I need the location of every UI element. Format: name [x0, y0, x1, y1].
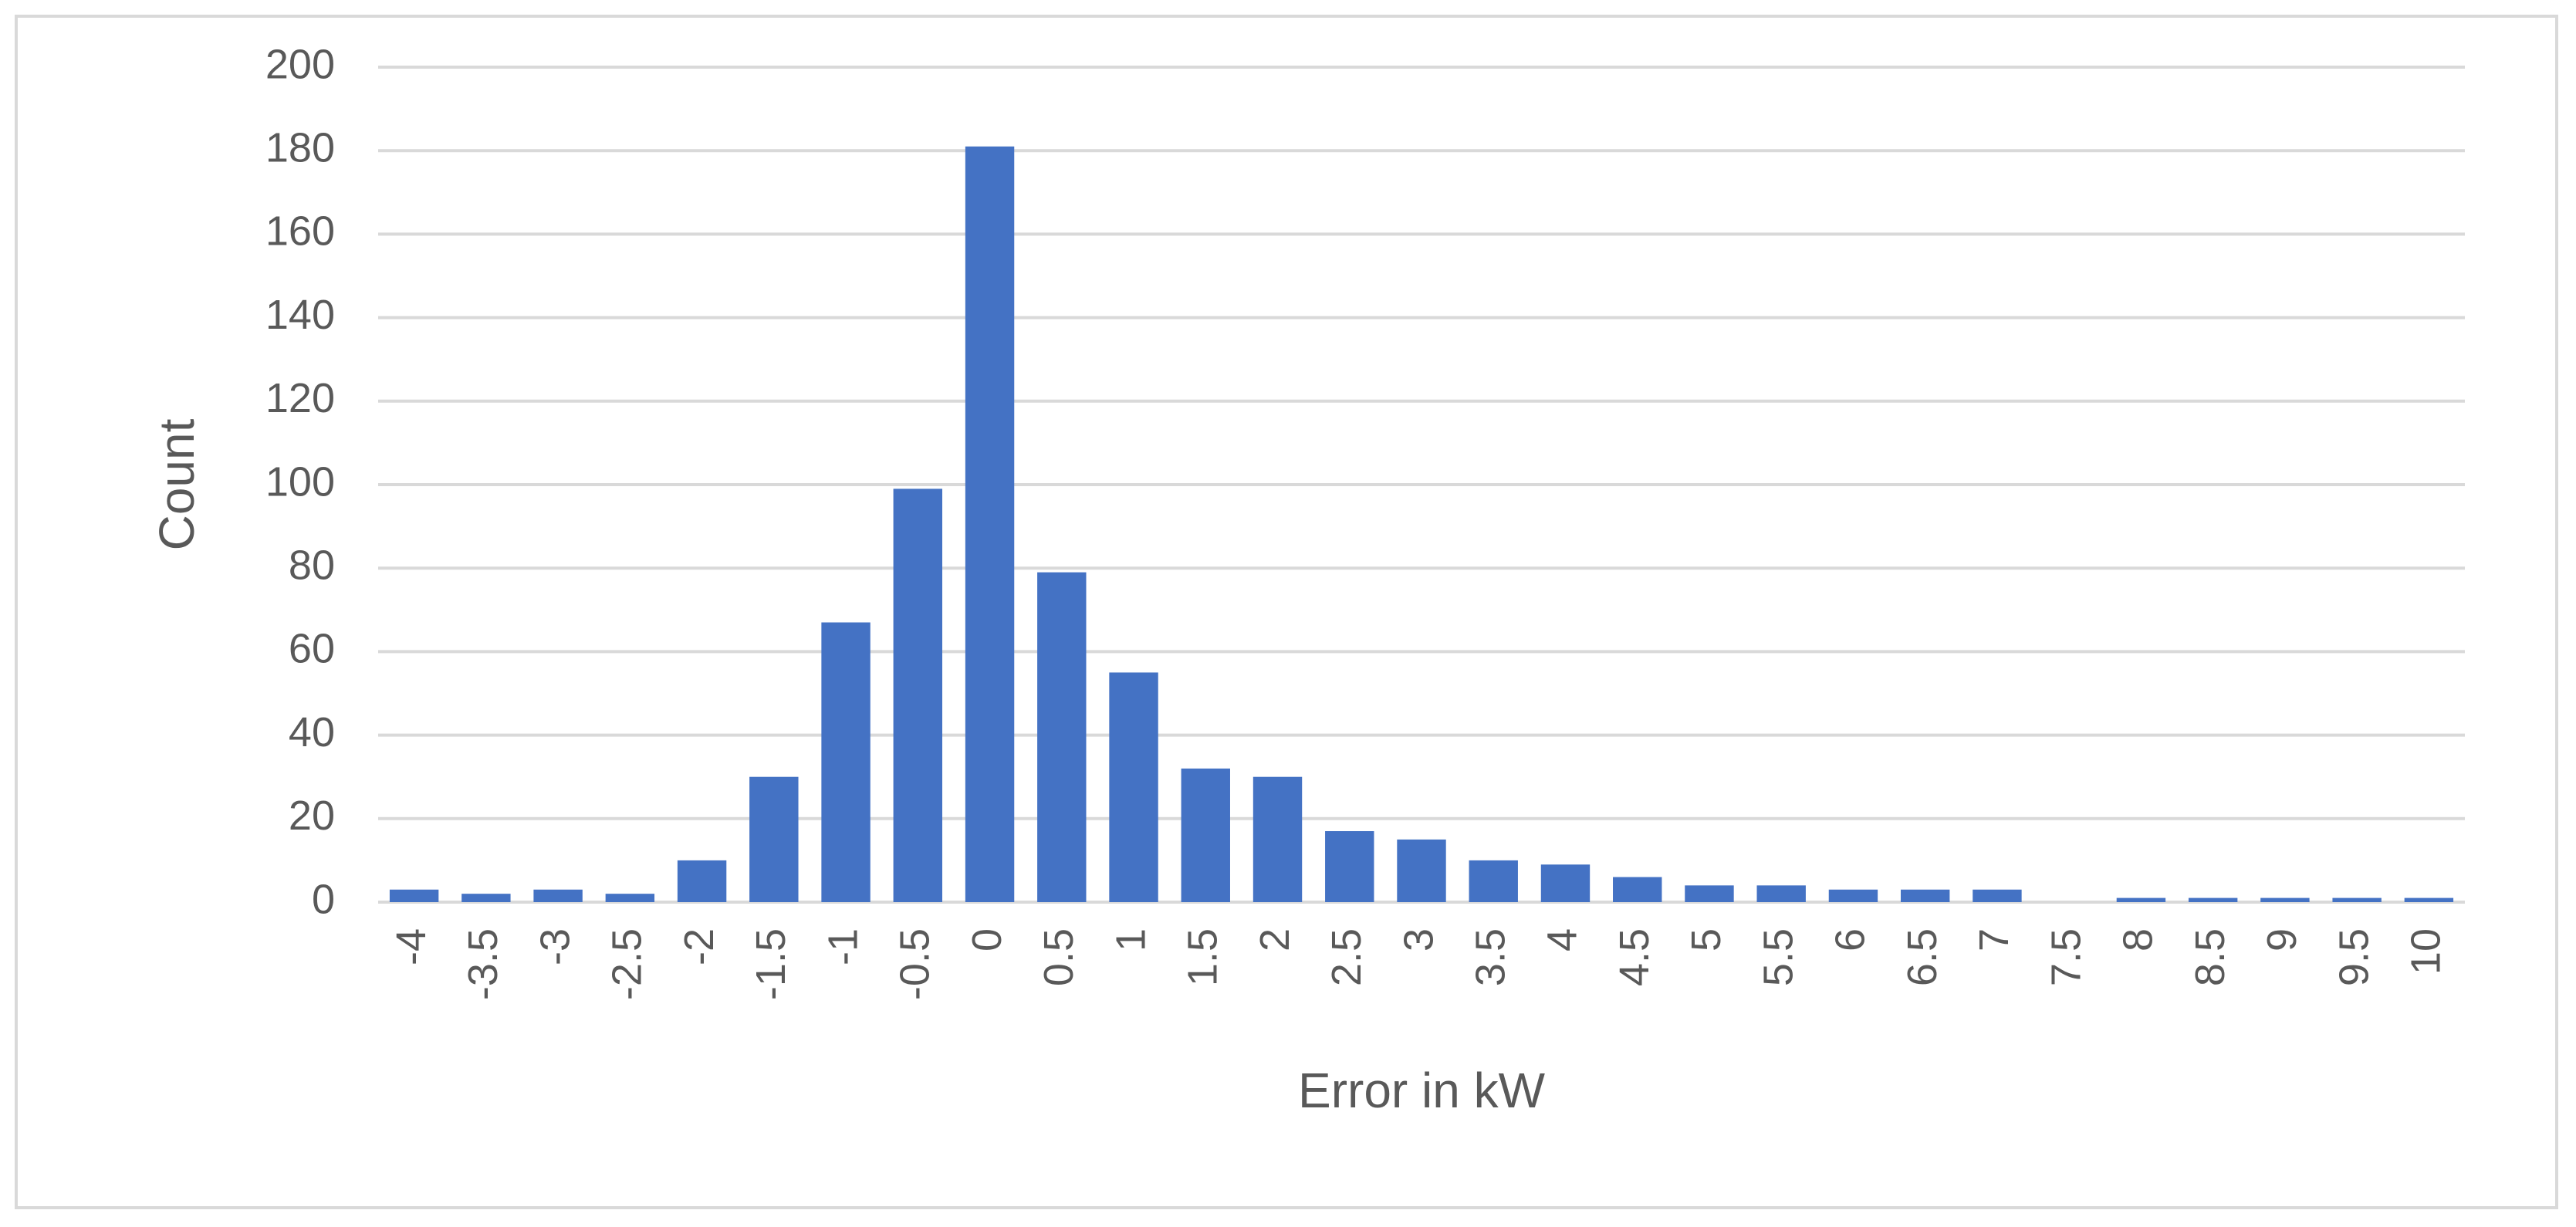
y-tick-label: 160 — [265, 208, 335, 255]
x-tick-label: 2.5 — [1323, 928, 1370, 986]
bar — [1540, 864, 1591, 902]
bar — [389, 889, 439, 902]
bar — [2116, 897, 2166, 902]
x-tick-label: 9.5 — [2331, 928, 2377, 986]
y-tick-label: 100 — [265, 458, 335, 505]
x-tick-label: 8 — [2115, 928, 2162, 952]
bar — [1325, 831, 1374, 902]
bar — [1900, 889, 1950, 902]
bar — [461, 894, 511, 902]
y-tick-label: 120 — [265, 375, 335, 421]
bar — [1469, 860, 1518, 902]
y-tick-label: 20 — [289, 793, 335, 839]
x-tick-label: 0 — [964, 928, 1010, 952]
x-tick-label: -3 — [532, 928, 578, 965]
x-tick-label: 1 — [1107, 928, 1154, 952]
bar — [1037, 572, 1087, 902]
bar — [1828, 889, 1878, 902]
bar — [1973, 889, 2022, 902]
x-tick-label: 2 — [1252, 928, 1298, 952]
x-tick-label: 0.5 — [1036, 928, 1082, 986]
bar — [893, 488, 943, 902]
x-tick-label: -2.5 — [604, 928, 651, 1000]
bar — [749, 776, 799, 902]
bar — [2332, 897, 2382, 902]
x-tick-label: 10 — [2403, 928, 2449, 975]
x-tick-label: 6.5 — [1899, 928, 1946, 986]
y-tick-label: 200 — [265, 41, 335, 87]
x-tick-label: 3 — [1395, 928, 1442, 952]
bar — [1685, 885, 1734, 902]
y-axis-title: Count — [149, 418, 205, 550]
x-tick-label: 3.5 — [1468, 928, 1514, 986]
x-tick-label: 8.5 — [2187, 928, 2233, 986]
x-tick-label: 5.5 — [1755, 928, 1801, 986]
bar — [2188, 897, 2238, 902]
y-tick-label: 80 — [289, 542, 335, 588]
bar — [677, 860, 727, 902]
bar — [1109, 672, 1158, 902]
chart-border — [15, 15, 2558, 1209]
x-tick-label: -4 — [388, 928, 434, 965]
x-tick-label: 7 — [1971, 928, 2017, 952]
bar — [2260, 897, 2310, 902]
x-tick-label: 7.5 — [2043, 928, 2089, 986]
x-tick-label: 9 — [2259, 928, 2305, 952]
x-tick-label: -0.5 — [892, 928, 938, 1000]
y-tick-label: 60 — [289, 626, 335, 672]
bar — [821, 622, 870, 902]
x-tick-label: -3.5 — [460, 928, 506, 1000]
x-tick-label: -2 — [676, 928, 722, 965]
bar — [2404, 897, 2454, 902]
bar — [1613, 877, 1662, 902]
y-tick-label: 140 — [265, 292, 335, 338]
x-tick-label: -1.5 — [748, 928, 794, 1000]
y-tick-label: 0 — [312, 876, 335, 922]
x-tick-label: 4.5 — [1611, 928, 1658, 986]
bar — [533, 889, 583, 902]
bar — [605, 894, 655, 902]
y-tick-label: 180 — [265, 124, 335, 171]
x-tick-label: 6 — [1827, 928, 1874, 952]
bar — [1756, 885, 1806, 902]
x-tick-label: 1.5 — [1180, 928, 1226, 986]
bar — [965, 146, 1015, 903]
x-tick-label: 4 — [1540, 928, 1586, 952]
y-tick-label: 40 — [289, 709, 335, 755]
x-tick-label: 5 — [1683, 928, 1729, 952]
x-tick-label: -1 — [820, 928, 866, 965]
bar — [1253, 776, 1303, 902]
x-axis-title: Error in kW — [1298, 1063, 1546, 1118]
bar — [1397, 839, 1446, 902]
bar — [1181, 768, 1230, 902]
